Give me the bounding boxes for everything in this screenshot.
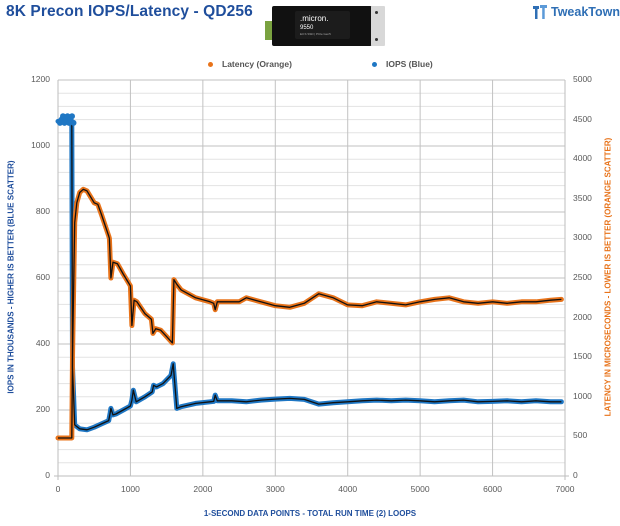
axis-tick-label: 0: [55, 484, 61, 494]
axis-tick-label: 0: [45, 470, 50, 480]
axis-tick-label: 200: [35, 404, 50, 414]
axis-tick-label: 500: [573, 430, 588, 441]
axis-tick-label: 4500: [573, 113, 592, 124]
data-series: [55, 113, 564, 441]
axis-tick-label: 1500: [573, 351, 592, 362]
gridlines: [54, 79, 569, 480]
axis-tick-label: 4000: [338, 484, 358, 494]
product-subtitle: E3.S SSD | PCIe Gen5: [300, 32, 331, 36]
axis-tick-label: 800: [35, 206, 50, 216]
chart-title: 8K Precon IOPS/Latency - QD256: [6, 3, 253, 20]
product-image: .micron. 9550 E3.S SSD | PCIe Gen5: [263, 4, 390, 48]
legend-label: IOPS (Blue): [386, 59, 433, 69]
axis-tick-label: 3500: [573, 192, 592, 203]
axis-tick-label: 7000: [555, 484, 575, 494]
y-axis-left-label: IOPS IN THOUSANDS - HIGHER IS BETTER (BL…: [6, 160, 16, 394]
legend-label: Latency (Orange): [222, 59, 292, 69]
axis-tick-label: 400: [35, 338, 50, 348]
product-brand: .micron.: [300, 14, 329, 23]
axis-tick-label: 3000: [573, 232, 592, 243]
ssd-endcap: [371, 6, 385, 46]
connector-pins: [265, 21, 273, 40]
axis-tick-label: 2000: [193, 484, 213, 494]
tweaktown-logo: TweakTown: [532, 4, 620, 20]
legend-dot-orange-icon: [208, 61, 213, 67]
axis-tick-label: 6000: [483, 484, 503, 494]
x-axis-label: 1-SECOND DATA POINTS - TOTAL RUN TIME (2…: [203, 509, 417, 518]
product-model: 9550: [300, 25, 314, 31]
axis-tick-label: 1000: [120, 484, 140, 494]
tweaktown-logo-icon: [533, 5, 547, 19]
axis-tick-label: 1000: [573, 390, 592, 401]
axis-tick-label: 5000: [410, 484, 430, 494]
axis-tick-label: 1200: [31, 74, 50, 84]
axis-tick-label: 0: [573, 470, 578, 480]
axis-tick-label: 4000: [573, 153, 592, 164]
legend-item-iops: IOPS (Blue): [372, 59, 433, 69]
legend-item-latency: Latency (Orange): [208, 59, 292, 69]
axis-tick-label: 600: [35, 272, 50, 282]
ssd-label: .micron. 9550 E3.S SSD | PCIe Gen5: [295, 11, 350, 39]
axis-tick-label: 1000: [31, 140, 50, 150]
axis-tick-label: 2000: [573, 311, 592, 322]
axis-tick-label: 3000: [265, 484, 285, 494]
logo-text: TweakTown: [551, 5, 620, 19]
y-axis-right-label: LATENCY IN MICROSECONDS - LOWER IS BETTE…: [603, 137, 613, 417]
legend-dot-blue-icon: [372, 61, 377, 67]
axis-tick-label: 2500: [573, 272, 592, 282]
axis-tick-label: 5000: [573, 74, 592, 84]
